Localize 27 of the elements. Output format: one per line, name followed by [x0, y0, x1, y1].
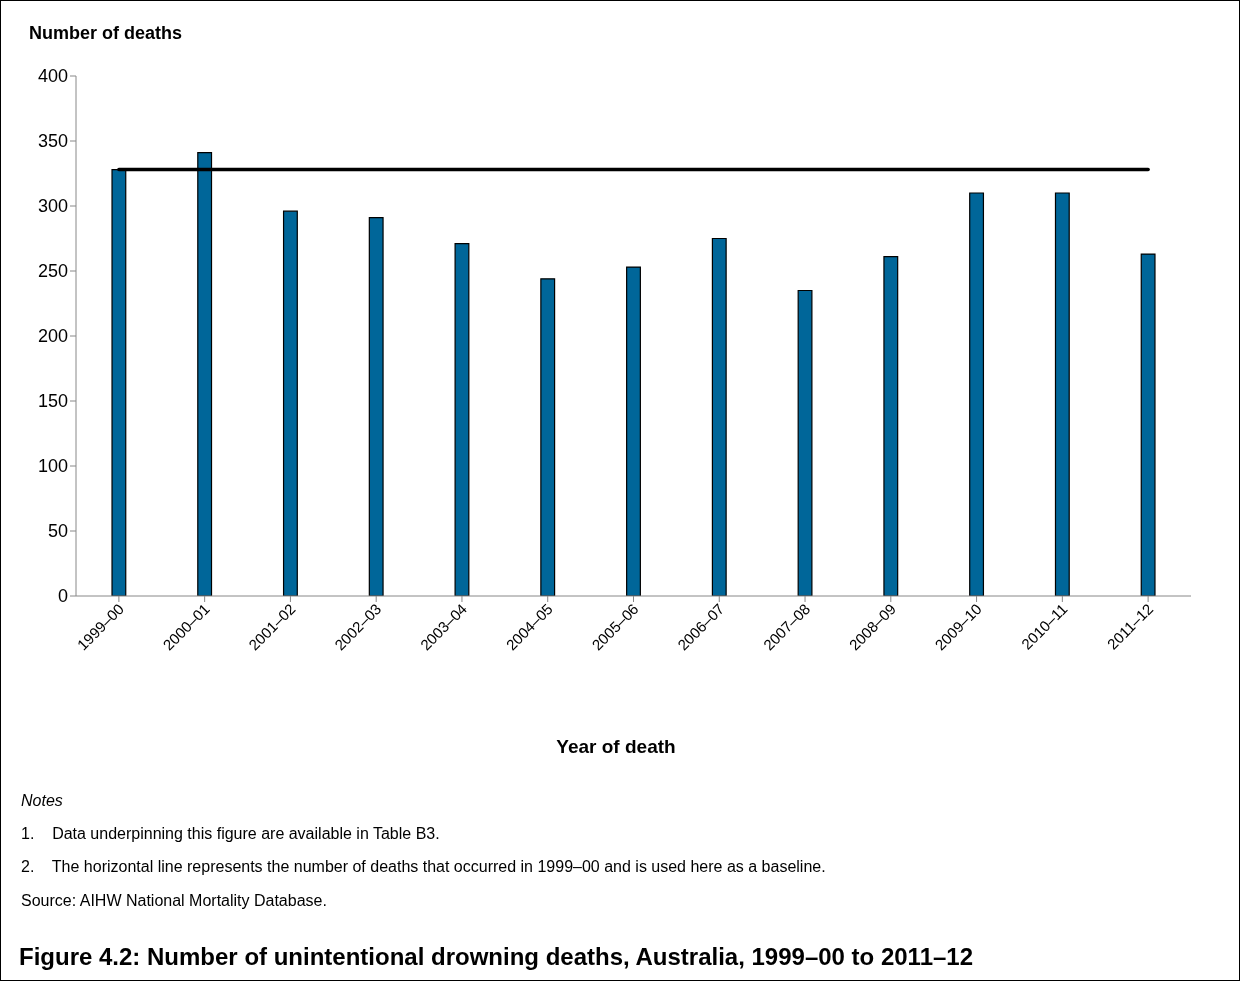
bar [1054, 192, 1070, 596]
text: 1. Data underpinning this figure are available in Table B3. [21, 824, 441, 844]
bar [969, 192, 985, 596]
bar [454, 243, 470, 596]
text: Notes [21, 791, 64, 811]
source-note: Source: AIHW National Mortality Database. [21, 890, 328, 910]
y-tick-label: 150 [37, 391, 68, 412]
y-tick-label: 250 [37, 261, 68, 282]
bar [797, 289, 813, 596]
y-tick-label: 200 [37, 326, 68, 347]
y-tick-label: 100 [37, 456, 68, 477]
text: 2. The horizontal line represents the number of deaths that occurred in 1999–00 and is used here as a baseline. [21, 857, 826, 877]
y-tick-label: 0 [57, 586, 68, 607]
bar [282, 210, 298, 596]
bar [711, 237, 727, 596]
bar [626, 266, 641, 596]
x-axis-title: Year of death [555, 736, 677, 758]
text: Figure 4.2: Number of unintentional drowning deaths, Australia, 1999–00 to 2011–12 [19, 943, 974, 971]
y-tick-label: 300 [37, 196, 68, 217]
y-tick-label: 50 [47, 521, 68, 542]
y-tick-label: 350 [37, 131, 68, 152]
bar [883, 256, 899, 596]
bar [540, 278, 556, 596]
y-axis-title: Number of deaths [29, 23, 183, 44]
y-tick-label: 400 [37, 66, 68, 87]
bar [1140, 253, 1156, 596]
bar [368, 217, 384, 596]
